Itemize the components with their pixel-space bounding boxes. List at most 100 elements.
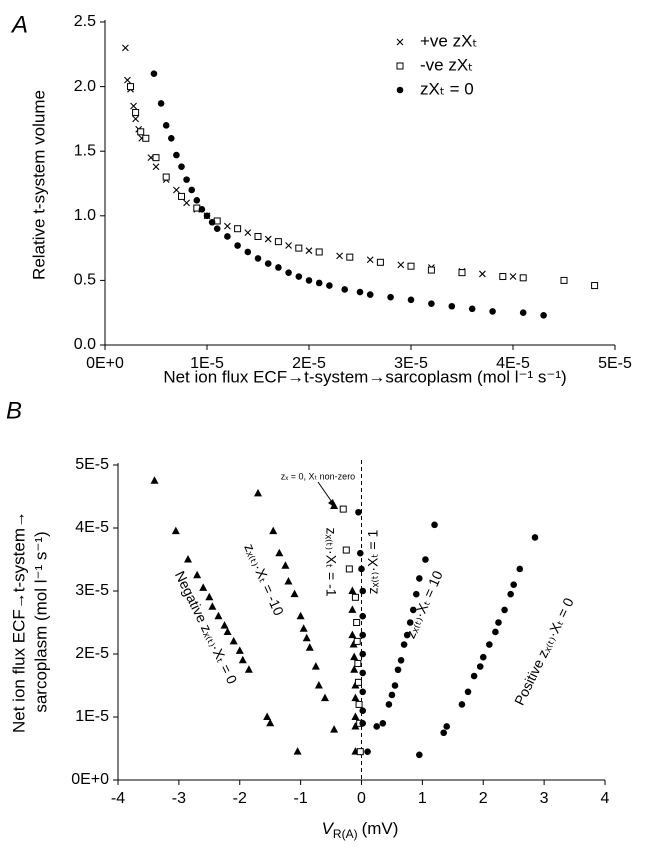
triangle-marker bbox=[290, 589, 299, 598]
y-tick-label: 3E-5 bbox=[75, 582, 109, 599]
circle-marker bbox=[489, 308, 496, 315]
annotation: Positive zₓ₍ₜ₎·Xₜ = 0 bbox=[511, 595, 577, 708]
triangle-marker bbox=[284, 577, 293, 585]
panel-label: B bbox=[6, 397, 22, 424]
triangle-marker bbox=[311, 662, 320, 670]
x-tick-label: 3 bbox=[540, 790, 549, 807]
triangle-marker bbox=[171, 526, 180, 535]
triangle-marker bbox=[296, 611, 305, 620]
circle-marker bbox=[359, 688, 367, 696]
square-marker bbox=[345, 565, 353, 573]
circle-marker bbox=[198, 206, 206, 213]
square-marker bbox=[137, 128, 145, 136]
x-tick-label: 3E-5 bbox=[394, 355, 428, 372]
cross-marker bbox=[183, 199, 190, 207]
circle-marker bbox=[391, 682, 399, 689]
circle-marker bbox=[531, 534, 539, 541]
circle-marker bbox=[203, 212, 211, 220]
circle-marker bbox=[285, 269, 292, 276]
circle-marker bbox=[264, 260, 272, 267]
panel-label: A bbox=[10, 11, 28, 38]
x-axis-title-part: (mV) bbox=[362, 819, 399, 838]
circle-marker bbox=[379, 720, 387, 727]
annotation: zₓ₍ₜ₎·Xₜ = 1 bbox=[365, 530, 381, 595]
annotation: Negative zₓ₍ₜ₎·Xₜ = 0 bbox=[172, 568, 241, 686]
circle-marker bbox=[275, 264, 282, 271]
square-marker bbox=[346, 253, 354, 261]
circle-marker bbox=[162, 122, 170, 129]
y-tick-label: 5E-5 bbox=[75, 456, 109, 473]
square-marker bbox=[178, 192, 185, 200]
circle-marker bbox=[173, 151, 180, 159]
triangle-marker bbox=[299, 624, 308, 632]
cross-marker bbox=[396, 38, 404, 46]
x-tick-label: 0 bbox=[357, 790, 366, 807]
triangle-marker bbox=[330, 501, 339, 509]
circle-marker bbox=[356, 549, 364, 557]
triangle-marker bbox=[351, 721, 360, 730]
circle-marker bbox=[464, 688, 472, 696]
circle-marker bbox=[364, 748, 371, 755]
x-tick-label: 1E-5 bbox=[190, 355, 224, 372]
circle-marker bbox=[254, 255, 262, 262]
annotation: zₓ₍ₜ₎·Xₜ = 10 bbox=[402, 568, 446, 641]
circle-marker bbox=[359, 631, 367, 639]
x-tick-label: 1 bbox=[418, 790, 427, 807]
y-axis-title: Relative t-system volume bbox=[29, 90, 48, 280]
annotation: zₓ = 0, Xₜ non-zero bbox=[281, 471, 355, 481]
triangle-marker bbox=[266, 718, 275, 727]
cross-marker bbox=[132, 115, 139, 123]
circle-marker bbox=[443, 723, 451, 730]
circle-marker bbox=[468, 305, 476, 313]
cross-marker bbox=[152, 163, 160, 171]
y-tick-label: 2.5 bbox=[74, 13, 96, 30]
circle-marker bbox=[359, 707, 367, 714]
triangle-marker bbox=[229, 636, 238, 645]
circle-marker bbox=[183, 176, 190, 183]
circle-marker bbox=[428, 300, 435, 307]
x-tick-label: -4 bbox=[111, 790, 125, 807]
circle-marker bbox=[305, 277, 313, 284]
circle-marker bbox=[150, 70, 158, 77]
legend-label: zXₜ = 0 bbox=[420, 79, 474, 98]
y-axis-title: sarcoplasm (mol l⁻¹ s⁻¹) bbox=[31, 531, 50, 712]
circle-marker bbox=[406, 619, 414, 626]
circle-marker bbox=[358, 565, 365, 573]
circle-marker bbox=[359, 720, 367, 727]
square-marker bbox=[354, 678, 362, 686]
cross-marker bbox=[336, 252, 343, 260]
square-marker bbox=[354, 659, 362, 667]
triangle-marker bbox=[351, 712, 360, 720]
triangle-marker bbox=[235, 646, 244, 654]
cross-marker bbox=[244, 229, 252, 236]
square-marker bbox=[274, 238, 282, 246]
circle-marker bbox=[403, 631, 411, 639]
square-marker bbox=[427, 266, 435, 274]
triangle-marker bbox=[205, 592, 214, 601]
square-marker bbox=[315, 248, 323, 256]
triangle-marker bbox=[254, 488, 263, 497]
triangle-marker bbox=[238, 655, 247, 664]
triangle-marker bbox=[281, 561, 290, 569]
cross-marker bbox=[173, 186, 180, 194]
square-marker bbox=[142, 134, 150, 142]
square-marker bbox=[127, 83, 134, 91]
y-axis-title: Net ion flux ECF→t-system→ bbox=[9, 511, 28, 733]
x-tick-label: 2 bbox=[479, 790, 488, 807]
circle-marker bbox=[412, 590, 420, 598]
square-marker bbox=[355, 700, 363, 708]
circle-marker bbox=[394, 666, 402, 674]
square-marker bbox=[356, 748, 364, 756]
x-tick-label: -1 bbox=[294, 790, 308, 807]
circle-marker bbox=[476, 663, 484, 670]
circle-marker bbox=[355, 508, 362, 516]
square-marker bbox=[152, 154, 160, 162]
circle-marker bbox=[326, 282, 333, 289]
triangle-marker bbox=[305, 643, 314, 651]
triangle-marker bbox=[220, 621, 229, 629]
cross-marker bbox=[264, 235, 272, 243]
x-tick-label: -3 bbox=[172, 790, 186, 807]
circle-marker bbox=[244, 248, 252, 256]
y-tick-label: 0.0 bbox=[74, 336, 96, 353]
